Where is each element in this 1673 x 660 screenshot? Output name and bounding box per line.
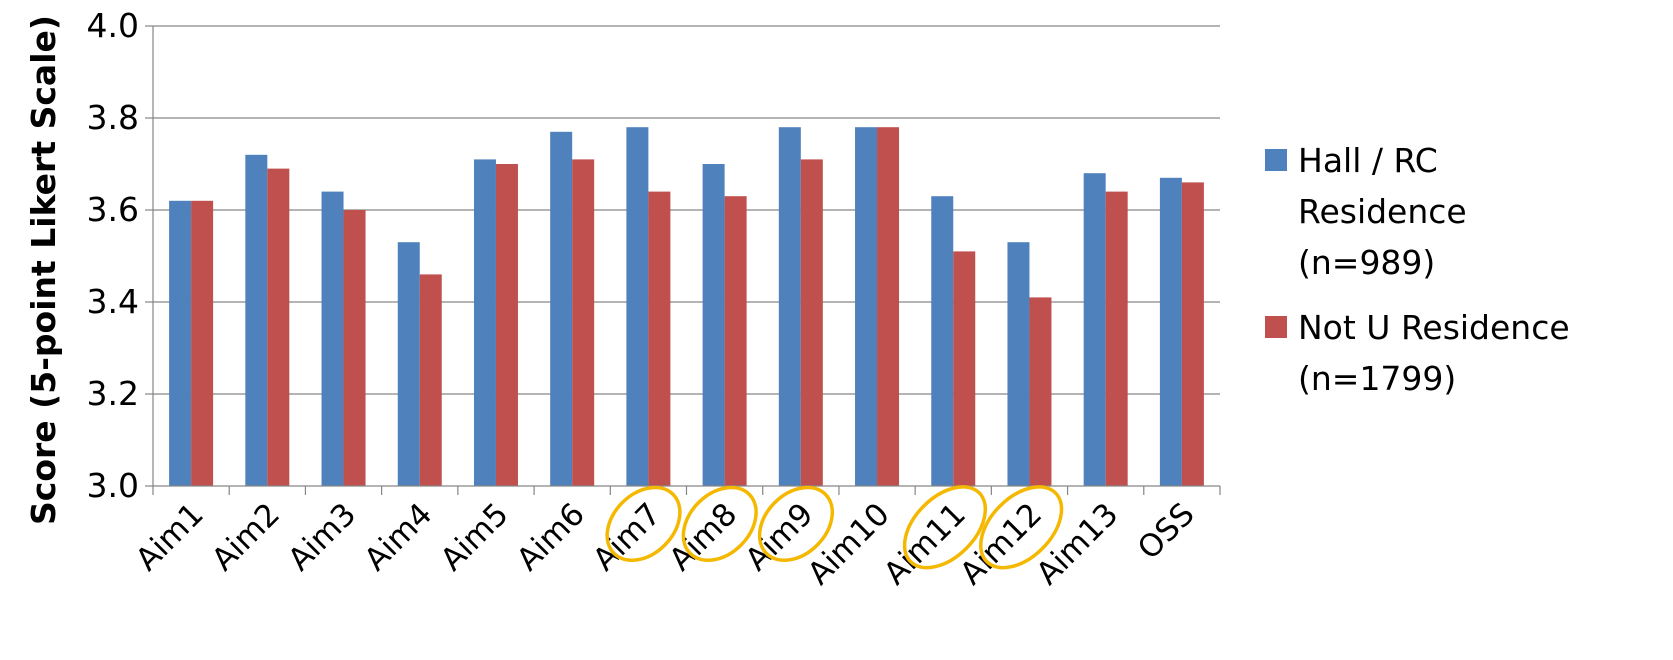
legend-swatch	[1265, 149, 1287, 171]
bar	[397, 242, 420, 486]
x-tick-label: Aim3	[281, 496, 363, 578]
bar	[1105, 191, 1128, 486]
bar	[321, 191, 344, 486]
bar	[245, 154, 268, 487]
y-tick-label: 4.0	[87, 6, 139, 45]
x-tick-label: Aim8	[662, 496, 744, 578]
legend: Hall / RC Residence (n=989) Not U Residence…	[1265, 141, 1570, 398]
bar	[877, 127, 900, 486]
legend-label: Residence	[1298, 192, 1467, 231]
y-tick-label: 3.6	[87, 190, 139, 229]
bar	[1083, 173, 1106, 486]
legend-label: (n=989)	[1298, 243, 1435, 282]
legend-label: Hall / RC	[1298, 141, 1438, 180]
legend-swatch	[1265, 316, 1287, 338]
bar	[550, 131, 573, 487]
y-tick-label: 3.2	[87, 374, 139, 413]
highlight-ellipse	[605, 485, 682, 562]
bar	[648, 191, 671, 486]
x-tick-label: Aim13	[1030, 496, 1126, 592]
bar	[343, 210, 366, 486]
x-tick-label: Aim11	[877, 496, 973, 592]
highlight-ellipse	[979, 485, 1064, 570]
bar	[855, 127, 878, 486]
bar	[953, 251, 976, 486]
x-tick-label: Aim12	[953, 496, 1049, 592]
bar	[1007, 242, 1030, 486]
highlight-ellipse	[757, 485, 835, 562]
highlight-ellipse	[902, 485, 988, 570]
bar	[702, 164, 725, 486]
bar	[1029, 297, 1052, 486]
axes	[145, 25, 1221, 495]
x-tick-label: Aim1	[129, 496, 211, 578]
bar	[778, 127, 801, 486]
bar	[419, 274, 442, 486]
x-tick-label: Aim2	[205, 496, 287, 578]
bar	[267, 168, 290, 486]
highlight-ellipses	[605, 485, 1064, 570]
x-tick-label: Aim10	[801, 496, 897, 592]
y-tick-label: 3.0	[87, 466, 139, 505]
bar	[1181, 182, 1204, 486]
bar	[169, 200, 192, 487]
x-tick-label: OSS	[1131, 496, 1202, 567]
legend-label: (n=1799)	[1298, 359, 1456, 398]
y-tick-label: 3.8	[87, 98, 139, 137]
x-tick-label: Aim7	[586, 496, 668, 578]
gridlines	[153, 25, 1220, 395]
x-tick-label: Aim4	[358, 496, 440, 578]
bars	[169, 127, 1204, 487]
bar	[191, 200, 214, 487]
highlight-ellipse	[681, 485, 758, 562]
bar	[800, 159, 823, 486]
bar	[626, 127, 649, 486]
bar	[473, 159, 496, 486]
bar	[572, 159, 595, 486]
y-tick-label: 3.4	[87, 282, 139, 321]
x-tick-label: Aim6	[510, 496, 592, 578]
bar	[1159, 177, 1182, 487]
bar	[931, 196, 954, 486]
x-tick-label: Aim5	[434, 496, 516, 578]
bar	[724, 196, 747, 486]
y-axis-title: Score (5-point Likert Scale)	[24, 15, 63, 525]
legend-label: Not U Residence	[1298, 308, 1570, 347]
bar	[495, 164, 518, 486]
